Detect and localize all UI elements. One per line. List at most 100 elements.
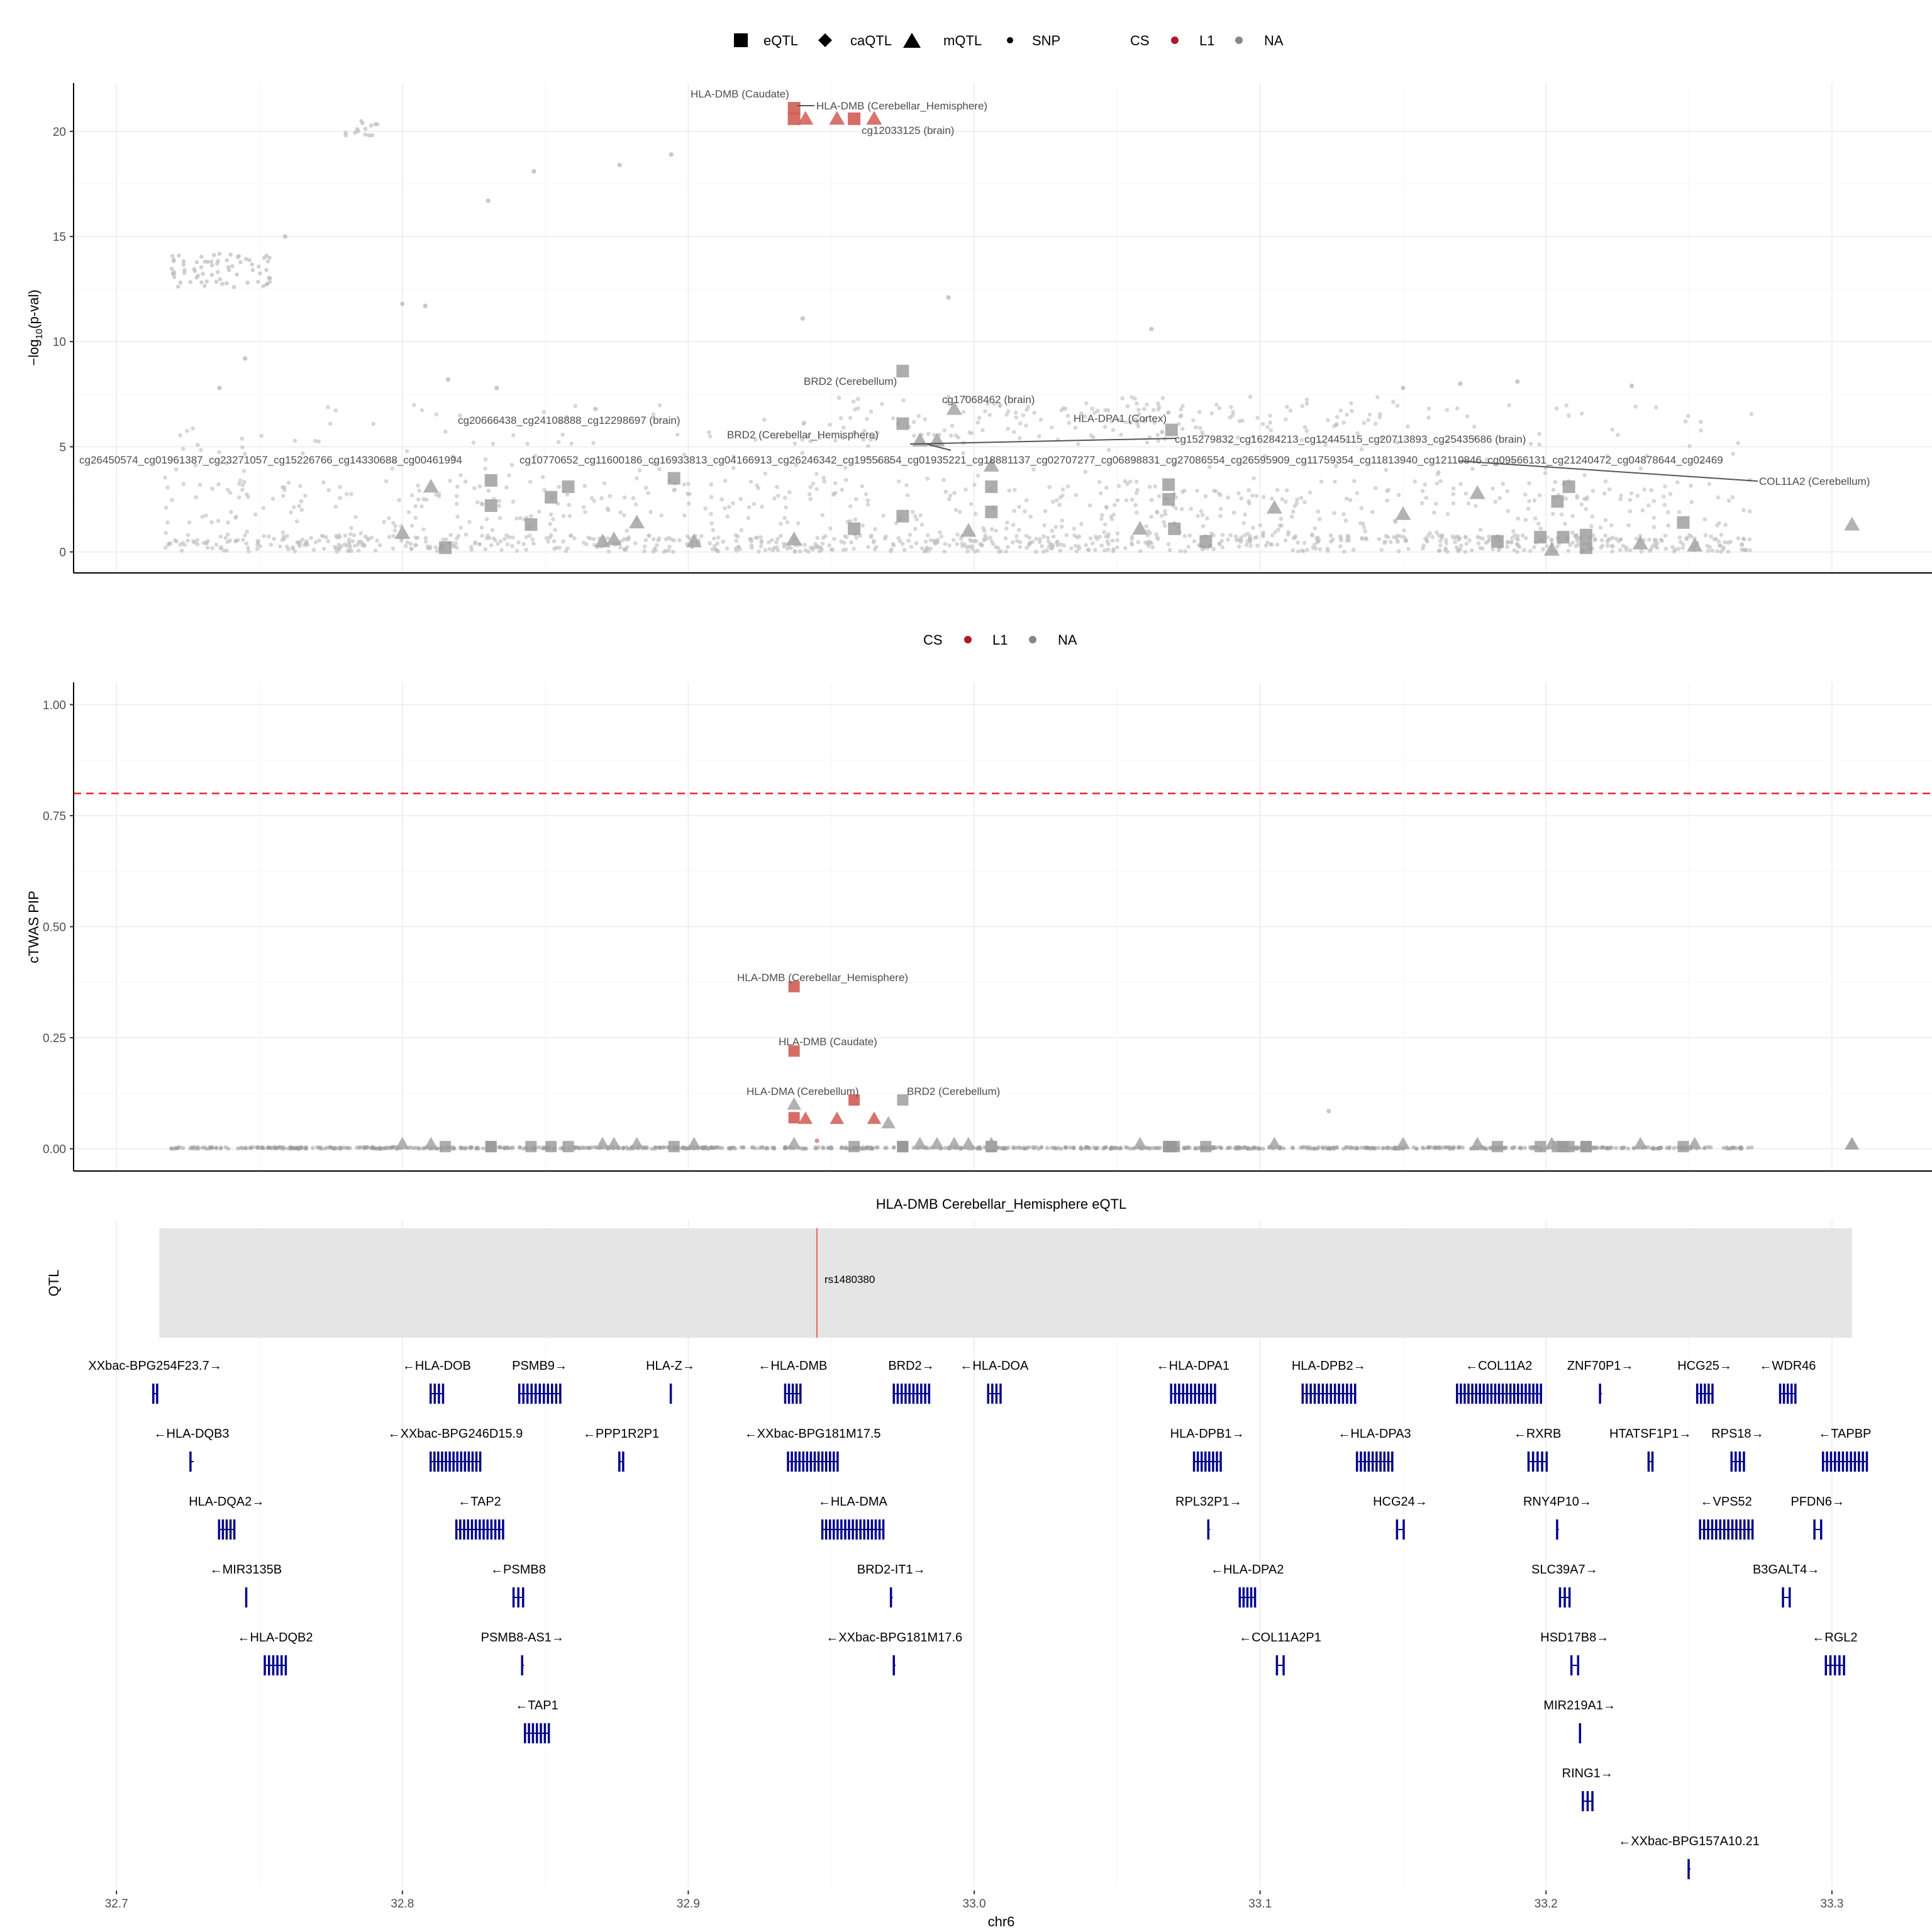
gene-exon	[1779, 1384, 1782, 1404]
annotation-label: BRD2 (Cerebellum)	[804, 375, 897, 387]
snp-point	[1130, 395, 1134, 399]
snp-point	[352, 533, 357, 538]
baseline-point	[1257, 1146, 1262, 1151]
baseline-point	[1326, 1146, 1331, 1151]
snp-point	[256, 279, 260, 284]
snp-point	[289, 510, 293, 514]
baseline-point	[1460, 1145, 1465, 1150]
snp-point	[1350, 409, 1354, 413]
snp-point	[1205, 516, 1209, 521]
gene-exon	[1402, 1519, 1405, 1540]
snp-point	[583, 509, 587, 514]
snp-point	[869, 533, 874, 538]
gene-exon	[512, 1587, 515, 1607]
snp-point	[1201, 524, 1206, 528]
gene-exon	[1242, 1587, 1245, 1607]
snp-point	[1338, 544, 1343, 549]
gene-exon	[522, 1587, 525, 1607]
mqtl-point	[881, 1116, 896, 1129]
gene-label: PSMB8-AS1→	[481, 1631, 564, 1645]
snp-point	[1642, 487, 1646, 492]
gene-label: MIR219A1→	[1543, 1699, 1616, 1713]
snp-point	[1269, 542, 1274, 547]
snp-point	[1220, 533, 1225, 537]
gene-exon	[1711, 1519, 1714, 1540]
snp-point	[525, 441, 530, 446]
snp-point	[1105, 539, 1110, 544]
snp-point	[648, 509, 653, 514]
snp-point	[1680, 545, 1685, 550]
snp-point	[1115, 531, 1120, 536]
snp-point	[564, 548, 569, 553]
pip-annotations: HLA-DMB (Cerebellar_Hemisphere) HLA-DMB …	[737, 972, 1000, 1097]
gene-label: ←HLA-DPA2	[1211, 1563, 1284, 1577]
snp-point	[316, 439, 321, 444]
snp-point	[1430, 535, 1435, 540]
snp-point	[1666, 523, 1670, 528]
snp-point	[1493, 499, 1497, 504]
gene-label: PFDN6→	[1790, 1495, 1845, 1509]
snp-point	[1254, 535, 1259, 540]
baseline-point	[226, 1146, 231, 1151]
gene-exon	[791, 1384, 794, 1404]
gene-exon	[1275, 1655, 1279, 1675]
snp-point	[186, 538, 190, 543]
y-tick-label: 0.00	[43, 1143, 66, 1157]
baseline-point	[577, 1145, 581, 1150]
snp-point	[216, 518, 221, 523]
snp-point	[528, 514, 533, 518]
snp-point	[969, 431, 974, 436]
mqtl-point	[686, 533, 702, 548]
snp-point	[642, 549, 647, 553]
mqtl-point	[797, 111, 814, 125]
snp-point	[350, 539, 355, 543]
gene-exon	[459, 1519, 462, 1540]
gene-label: ←PSMB8	[491, 1563, 546, 1577]
gene-exon	[530, 1384, 533, 1404]
snp-point	[1618, 537, 1623, 542]
snp-point	[483, 547, 488, 552]
snp-point	[1715, 548, 1720, 553]
snp-point	[861, 437, 866, 442]
eqtl-point	[545, 491, 558, 504]
snp-point	[748, 479, 753, 484]
snp-point	[411, 402, 416, 408]
baseline-point	[341, 1145, 346, 1150]
snp-point	[1289, 514, 1294, 519]
snp-point	[608, 494, 612, 498]
gene-exon	[1360, 1452, 1362, 1472]
eqtl-point	[848, 522, 861, 535]
snp-point	[255, 543, 260, 547]
snp-point	[1705, 543, 1709, 548]
snp-point	[480, 502, 485, 507]
snp-point	[1045, 535, 1050, 540]
snp-point	[1554, 406, 1559, 411]
snp-point	[891, 543, 896, 548]
snp-point	[1102, 522, 1108, 527]
snp-point	[631, 496, 636, 501]
snp-point	[1621, 543, 1626, 548]
snp-point	[1079, 522, 1084, 526]
snp-point	[1334, 464, 1338, 469]
gene-exon	[1829, 1655, 1832, 1675]
snp-point	[337, 547, 341, 552]
snp-point	[1607, 487, 1612, 492]
gene-exon	[1788, 1587, 1791, 1607]
snp-point	[299, 499, 304, 504]
gene-exon	[995, 1384, 998, 1404]
snp-point	[1178, 548, 1183, 553]
snp-point	[1646, 537, 1652, 542]
snp-point	[267, 275, 271, 280]
gene-exon	[474, 1519, 477, 1540]
snp-point	[997, 404, 1002, 408]
snp-point	[1710, 548, 1715, 553]
snp-point	[182, 268, 187, 272]
gene-exon	[1541, 1452, 1543, 1472]
legend-snp-label: SNP	[1032, 33, 1060, 48]
snp-point	[387, 535, 392, 539]
baseline-point	[1359, 1145, 1364, 1150]
baseline-point	[860, 1145, 865, 1150]
snp-point	[1279, 516, 1284, 521]
snp-point	[421, 527, 426, 532]
gene-exon	[896, 1384, 899, 1404]
